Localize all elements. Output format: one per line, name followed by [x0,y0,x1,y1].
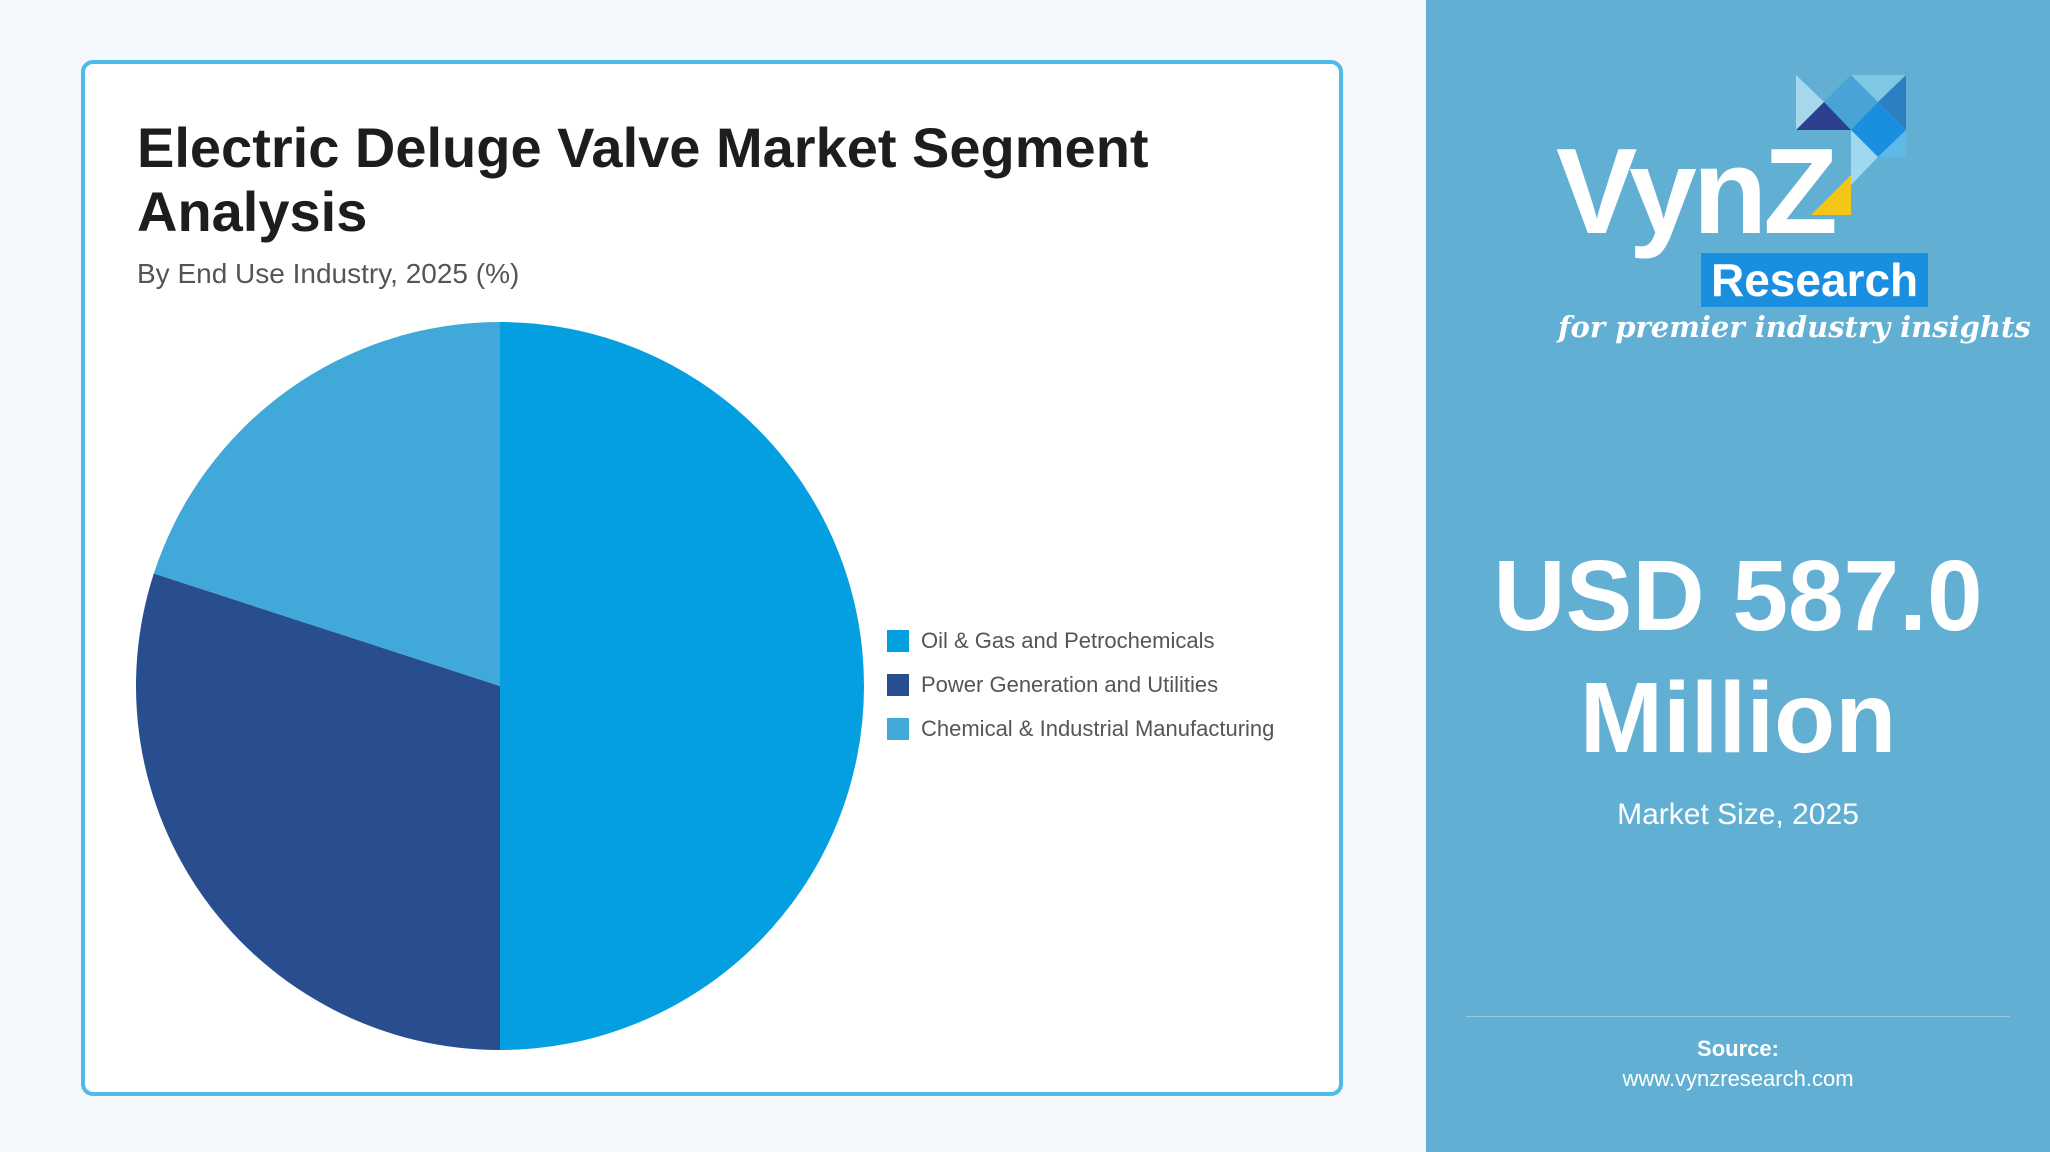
chart-subtitle: By End Use Industry, 2025 (%) [137,258,520,289]
legend-label-2: Power Generation and Utilities [921,672,1218,697]
market-size-label: Market Size, 2025 [1617,798,1859,831]
source-link[interactable]: www.vynzresearch.com [1622,1066,1854,1091]
side-panel: VynZ Research for premier industry insig… [1426,0,2050,1152]
legend-label-3: Chemical & Industrial Manufacturing [921,716,1274,741]
source-label: Source: [1697,1036,1779,1061]
pie-slice-1 [500,322,864,1050]
divider [1466,1016,2010,1017]
pie-chart: Oil & Gas and Petrochemicals Power Genera… [136,322,1274,1050]
legend-label-1: Oil & Gas and Petrochemicals [921,628,1214,653]
chart-card: Electric Deluge Valve Market Segment Ana… [81,60,1343,1096]
logo-mark-icon [1796,75,1906,185]
logo-accent-icon [1811,175,1851,215]
chart-title: Electric Deluge Valve Market Segment Ana… [137,116,1149,243]
pie-slice-3 [153,322,500,686]
chart-legend: Oil & Gas and Petrochemicals Power Genera… [887,628,1274,741]
market-size-value: USD 587.0 Million [1493,540,1983,774]
logo-vynz-text: VynZ [1556,123,1838,259]
logo-tagline: for premier industry insights [1558,310,2031,344]
logo-research-text: Research [1701,253,1929,307]
pie-slice-2 [136,573,500,1050]
legend-swatch-2 [887,674,909,696]
legend-swatch-1 [887,630,909,652]
legend-swatch-3 [887,718,909,740]
pie-slices [136,322,864,1050]
brand-logo: VynZ Research for premier industry insig… [1556,75,2031,355]
